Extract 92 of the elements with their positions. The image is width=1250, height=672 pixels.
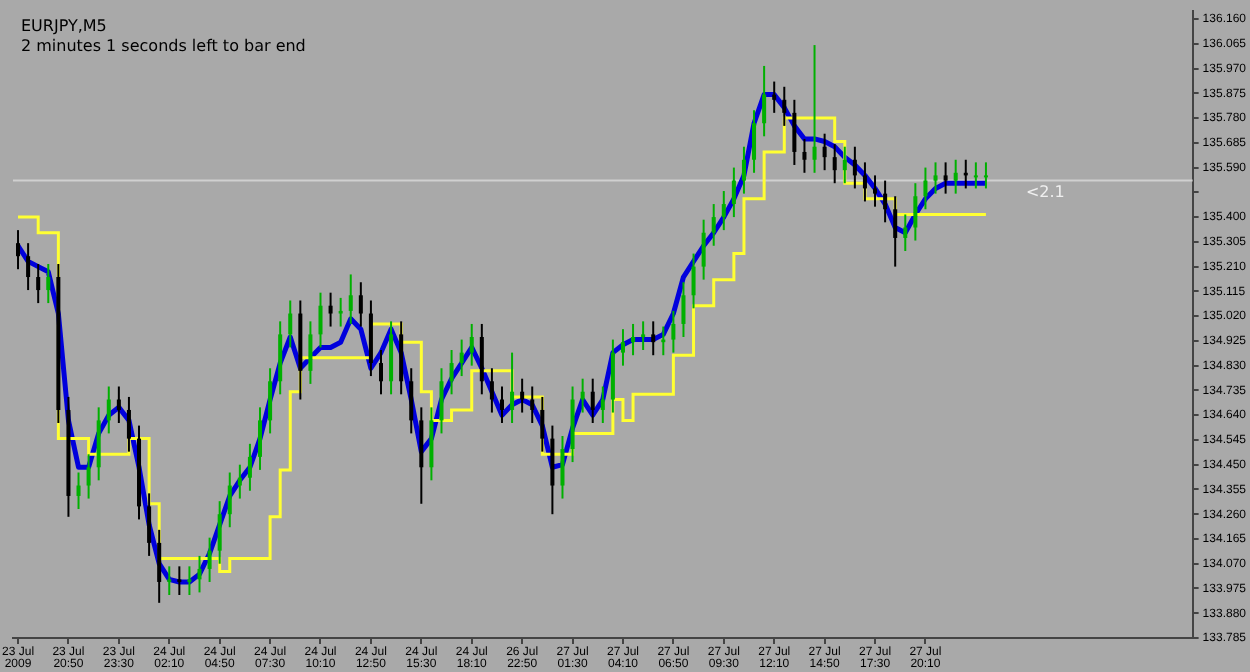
candlestick — [893, 195, 898, 268]
candlestick — [560, 435, 565, 500]
candlestick — [409, 367, 414, 435]
candlestick — [419, 406, 424, 505]
candlestick — [741, 145, 746, 195]
candlestick — [953, 158, 958, 195]
candlestick — [247, 442, 252, 492]
candlestick — [288, 299, 293, 349]
chart-title: EURJPY,M5 — [20, 17, 107, 36]
candlestick — [620, 328, 625, 367]
candlestick — [510, 351, 515, 424]
candlestick — [348, 273, 353, 325]
candlestick — [772, 80, 777, 114]
candlestick — [691, 252, 696, 310]
candlestick — [177, 565, 182, 596]
candlestick — [681, 281, 686, 338]
candlestick — [96, 406, 101, 482]
candlestick — [641, 320, 646, 352]
candlestick — [116, 385, 121, 424]
candlestick — [46, 263, 51, 305]
candlestick — [600, 385, 605, 424]
candlestick — [358, 281, 363, 328]
candlestick — [439, 367, 444, 435]
candlestick — [701, 218, 706, 281]
candlestick — [933, 161, 938, 195]
candlestick — [399, 320, 404, 396]
candlestick — [197, 554, 202, 594]
candlestick — [207, 536, 212, 583]
candlestick — [479, 322, 484, 396]
candlestick — [802, 137, 807, 174]
candlestick — [913, 182, 918, 242]
candlestick — [842, 145, 847, 185]
candlestick — [822, 132, 827, 172]
candlestick — [36, 263, 41, 305]
candlestick — [187, 565, 192, 596]
candlestick — [257, 406, 263, 471]
candlestick — [580, 377, 585, 414]
candlestick — [832, 143, 837, 185]
candlestick — [469, 322, 474, 367]
candlestick — [792, 98, 797, 166]
candlestick — [318, 291, 323, 349]
candlestick — [782, 85, 787, 127]
candlestick — [873, 174, 878, 208]
candlestick — [429, 406, 434, 482]
candlestick — [762, 64, 767, 138]
candlestick — [26, 242, 31, 292]
candlestick — [550, 424, 555, 516]
candlestick — [711, 203, 716, 247]
candlestick — [167, 565, 172, 596]
candlestick — [610, 338, 615, 414]
candlestick — [147, 492, 152, 557]
candlestick — [721, 190, 726, 232]
candlestick — [489, 367, 494, 414]
candlestick — [217, 500, 222, 565]
candlestick — [459, 338, 464, 378]
candlestick — [389, 320, 394, 396]
candlestick — [983, 161, 988, 190]
annotation: <2.1 — [1025, 182, 1065, 201]
text: 2 minutes 1 seconds left to bar end — [20, 37, 306, 56]
candlestick — [903, 213, 908, 252]
candlestick — [923, 166, 928, 211]
candlestick — [278, 320, 283, 396]
candlestick — [237, 463, 242, 500]
candlestick — [227, 471, 232, 529]
candlestick — [328, 291, 333, 328]
candlestick — [308, 320, 313, 385]
candlestick — [499, 385, 504, 424]
candlestick — [338, 296, 343, 328]
candlestick — [671, 309, 676, 354]
candlestick — [449, 349, 454, 396]
candlestick — [883, 179, 888, 224]
candlestick — [76, 471, 81, 510]
candlestick — [590, 377, 595, 424]
candlestick — [862, 161, 867, 203]
candlestick — [106, 385, 111, 435]
candlestick — [86, 453, 91, 500]
candlestick — [752, 109, 757, 174]
candlestick — [943, 161, 948, 195]
candlestick — [126, 395, 131, 453]
candlestick — [852, 145, 857, 190]
candlestick — [973, 161, 978, 190]
candlestick — [731, 166, 736, 219]
candlestick — [651, 320, 656, 357]
candlestick — [631, 322, 636, 357]
candlestick — [16, 229, 21, 271]
candlestick — [812, 44, 817, 174]
candlestick — [530, 385, 535, 424]
candlestick — [157, 528, 162, 604]
candlestick — [268, 367, 273, 435]
candlestick — [378, 349, 384, 396]
candlestick — [520, 377, 525, 414]
candlestick — [540, 395, 545, 453]
